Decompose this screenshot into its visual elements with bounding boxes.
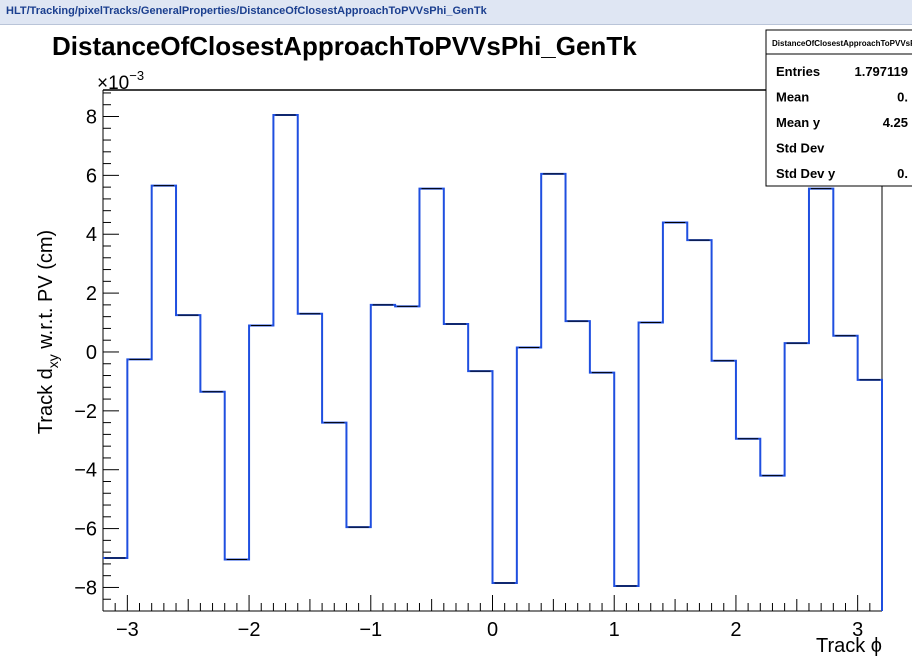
breadcrumb-bar: HLT/Tracking/pixelTracks/GeneralProperti…	[0, 0, 912, 25]
breadcrumb-link[interactable]: HLT/Tracking/pixelTracks/GeneralProperti…	[6, 5, 487, 17]
x-axis-label: Track ϕ	[816, 635, 882, 657]
x-tick-label: 0	[487, 619, 498, 641]
y-tick-label: −2	[74, 401, 97, 423]
chart-title: DistanceOfClosestApproachToPVVsPhi_GenTk	[52, 31, 637, 61]
y-tick-label: 0	[86, 342, 97, 364]
stats-row-value: 0.	[897, 166, 908, 181]
plot-canvas: DistanceOfClosestApproachToPVVsPhi_GenTk…	[0, 25, 912, 666]
y-tick-label: −8	[74, 577, 97, 599]
x-tick-label: 3	[852, 619, 863, 641]
x-tick-label: −2	[238, 619, 261, 641]
stats-row-value: 4.25	[883, 115, 908, 130]
histogram-chart: DistanceOfClosestApproachToPVVsPhi_GenTk…	[35, 29, 912, 657]
stats-row-label: Mean y	[776, 115, 821, 130]
histogram-series-line	[103, 114, 883, 611]
stats-box-frame	[765, 29, 912, 187]
x-tick-label: −3	[116, 619, 139, 641]
y-tick-label: 4	[86, 224, 97, 246]
x-tick-label: 1	[609, 619, 620, 641]
y-tick-label: −6	[74, 519, 97, 541]
y-tick-label: −4	[74, 460, 97, 482]
y-axis-exponent: ×10−3	[97, 68, 144, 94]
stats-row-value: 1.797119	[854, 64, 908, 79]
y-tick-label: 6	[86, 165, 97, 187]
stats-title: DistanceOfClosestApproachToPVVsPhi	[772, 39, 912, 48]
stats-row-value: 0.	[897, 90, 908, 105]
stats-row-label: Mean	[776, 90, 809, 105]
stats-row-label: Std Dev	[776, 141, 825, 156]
stats-row-label: Std Dev y	[776, 166, 836, 181]
x-tick-label: −1	[359, 619, 382, 641]
y-tick-label: 2	[86, 283, 97, 305]
stats-box: DistanceOfClosestApproachToPVVsPhi Entri…	[765, 29, 912, 187]
stats-row-label: Entries	[776, 64, 820, 79]
x-tick-label: 2	[730, 619, 741, 641]
y-axis-label: Track dxy w.r.t. PV (cm)	[35, 230, 61, 434]
y-tick-label: 8	[86, 106, 97, 128]
